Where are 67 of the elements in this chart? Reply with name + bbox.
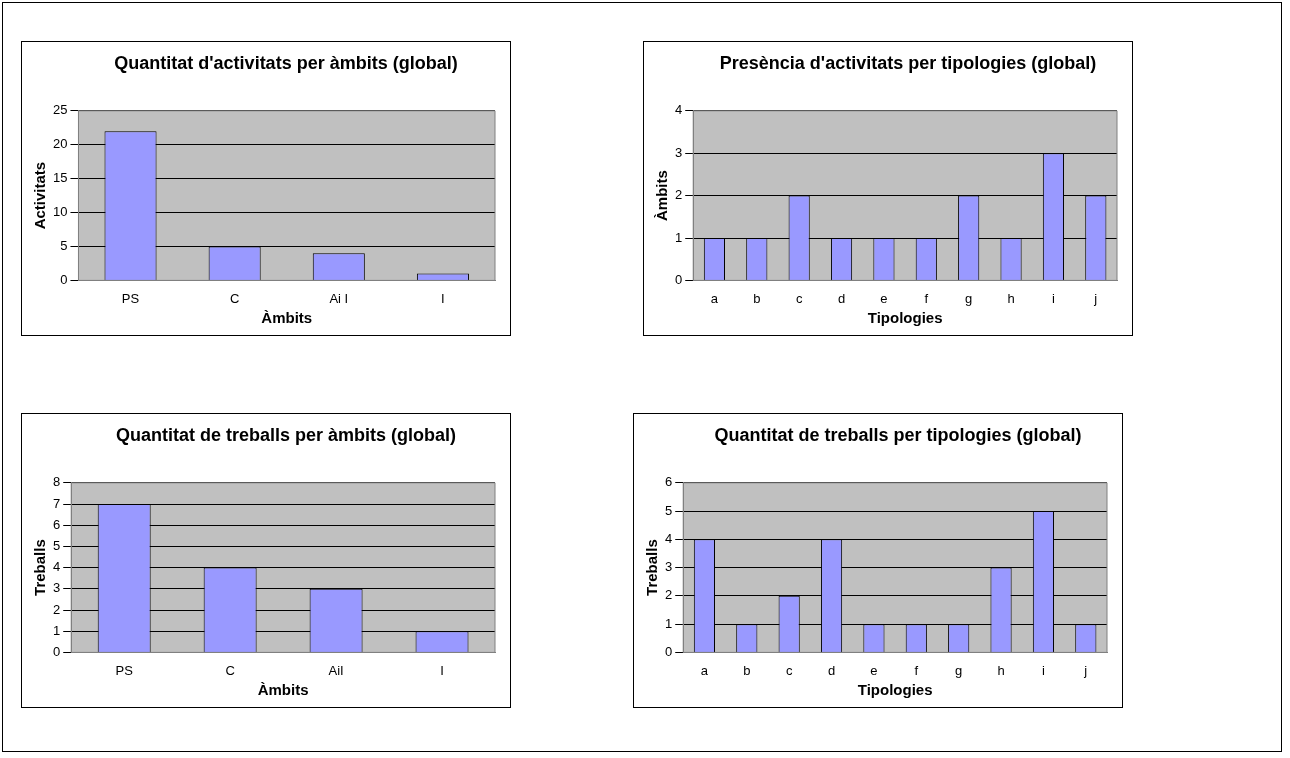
x-tick-label: g xyxy=(965,290,973,306)
x-tick-label: j xyxy=(1093,290,1098,306)
y-tick-label: 15 xyxy=(52,170,68,186)
y-tick-label: 5 xyxy=(665,502,673,518)
x-tick-label: f xyxy=(914,662,919,678)
x-tick-label: j xyxy=(1083,662,1088,678)
x-tick-label: PS xyxy=(121,290,140,306)
y-tick-label: 1 xyxy=(675,229,683,245)
y-axis-title: Àmbits xyxy=(653,170,671,222)
y-tick-label: 3 xyxy=(53,580,61,596)
x-tick-label: I xyxy=(441,290,445,306)
y-tick-label: 7 xyxy=(53,495,61,511)
x-tick-label: a xyxy=(710,290,719,306)
y-tick-label: 1 xyxy=(665,615,673,631)
y-axis-title: Treballs xyxy=(31,539,49,596)
x-tick-label: a xyxy=(700,662,709,678)
x-tick-label: c xyxy=(795,290,803,306)
x-tick-label: PS xyxy=(115,662,134,678)
x-tick-label: AiI xyxy=(328,662,344,678)
y-tick-label: 2 xyxy=(665,587,673,603)
y-tick-label: 4 xyxy=(53,559,61,575)
y-tick-label: 6 xyxy=(53,516,61,532)
x-tick-label: d xyxy=(827,662,836,678)
x-axis-title: Tipologies xyxy=(857,681,933,699)
x-tick-label: C xyxy=(229,290,240,306)
y-tick-label: 0 xyxy=(675,271,683,287)
y-tick-label: 3 xyxy=(675,144,683,160)
y-tick-label: 5 xyxy=(60,238,68,254)
y-tick-label: 0 xyxy=(60,271,68,287)
y-tick-label: 1 xyxy=(53,622,61,638)
y-tick-label: 20 xyxy=(52,136,68,152)
chart-title: Quantitat de treballs per àmbits (global) xyxy=(114,424,458,447)
x-axis-title: Àmbits xyxy=(261,309,313,327)
y-axis-title: Treballs xyxy=(643,539,661,596)
chart-title: Presència d'activitats per tipologies (global) xyxy=(718,52,1098,75)
y-tick-label: 2 xyxy=(675,187,683,203)
x-axis-title: Àmbits xyxy=(257,681,309,699)
x-tick-label: d xyxy=(837,290,846,306)
y-tick-label: 2 xyxy=(53,601,61,617)
y-tick-label: 25 xyxy=(52,102,68,118)
x-tick-label: g xyxy=(955,662,963,678)
x-tick-label: h xyxy=(997,662,1005,678)
x-tick-label: e xyxy=(880,290,888,306)
x-tick-label: h xyxy=(1007,290,1015,306)
y-tick-label: 6 xyxy=(665,474,673,490)
x-axis-title: Tipologies xyxy=(867,309,943,327)
y-tick-label: 0 xyxy=(53,643,61,659)
y-tick-label: 10 xyxy=(52,204,68,220)
y-tick-label: 4 xyxy=(675,102,683,118)
y-tick-label: 3 xyxy=(665,559,673,575)
y-tick-label: 8 xyxy=(53,474,61,490)
x-tick-label: c xyxy=(785,662,793,678)
x-tick-label: I xyxy=(440,662,444,678)
x-tick-label: i xyxy=(1041,662,1045,678)
y-tick-label: 4 xyxy=(665,530,673,546)
y-tick-label: 0 xyxy=(665,643,673,659)
x-tick-label: Ai I xyxy=(329,290,349,306)
x-tick-label: e xyxy=(870,662,878,678)
y-axis-title: Activitats xyxy=(31,161,49,230)
chart-title: Quantitat de treballs per tipologies (global) xyxy=(713,424,1083,447)
y-tick-label: 5 xyxy=(53,537,61,553)
x-tick-label: b xyxy=(743,662,751,678)
x-tick-label: i xyxy=(1051,290,1055,306)
x-tick-label: b xyxy=(753,290,761,306)
x-tick-label: C xyxy=(225,662,235,678)
x-tick-label: f xyxy=(924,290,929,306)
chart-title: Quantitat d'activitats per àmbits (global) xyxy=(113,52,459,75)
